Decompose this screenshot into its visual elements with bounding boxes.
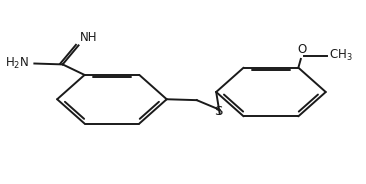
Text: O: O bbox=[297, 43, 306, 56]
Text: NH: NH bbox=[80, 31, 98, 45]
Text: S: S bbox=[214, 105, 222, 118]
Text: H$_2$N: H$_2$N bbox=[5, 56, 29, 71]
Text: CH$_3$: CH$_3$ bbox=[329, 48, 353, 63]
